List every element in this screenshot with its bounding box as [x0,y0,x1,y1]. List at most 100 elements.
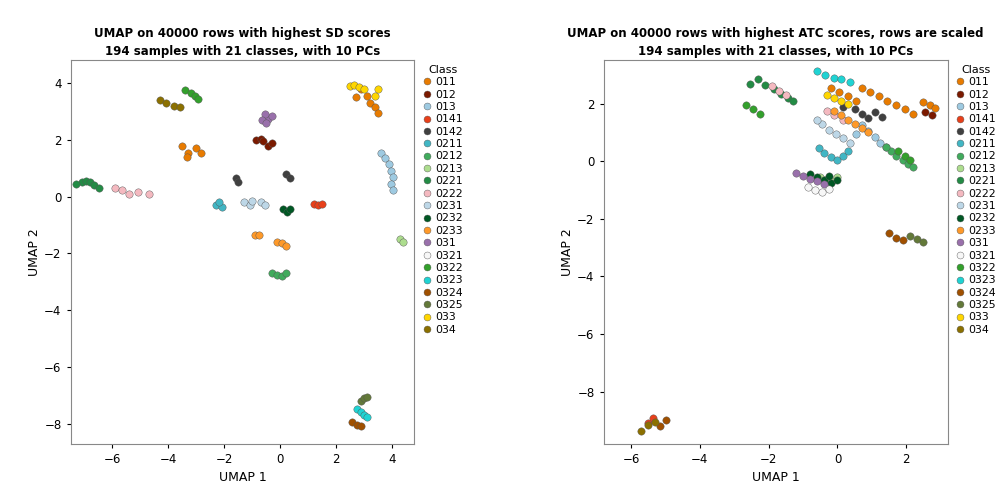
Point [817,176,834,184]
Point [166,102,182,110]
Point [359,92,375,100]
Point [874,112,890,120]
Legend: 011, 012, 013, 0141, 0142, 0211, 0212, 0213, 0221, 0222, 0231, 0232, 0233, 031, : 011, 012, 013, 0141, 0142, 0211, 0212, 0… [418,60,467,339]
Point [349,405,365,413]
Legend: 011, 012, 013, 0141, 0142, 0211, 0212, 0213, 0221, 0222, 0231, 0232, 0233, 031, : 011, 012, 013, 0141, 0142, 0211, 0212, 0… [951,60,1000,339]
Point [849,97,865,105]
X-axis label: UMAP 1: UMAP 1 [752,471,799,484]
Point [269,238,285,246]
Point [895,156,911,164]
Point [808,173,825,181]
Point [908,235,924,243]
X-axis label: UMAP 1: UMAP 1 [219,471,266,484]
Point [778,91,794,99]
Point [254,116,270,124]
Point [78,177,94,185]
Point [351,83,367,91]
Point [633,426,649,434]
Point [826,94,842,102]
Point [193,149,209,157]
Point [817,71,834,79]
Point [377,154,393,162]
Point [248,136,264,144]
Point [260,142,276,150]
Point [821,172,837,180]
Point [74,178,90,186]
Point [738,101,754,109]
Point [867,133,883,141]
Point [257,110,273,118]
Point [821,184,837,193]
Point [251,231,267,239]
Point [269,271,285,279]
Point [640,419,656,427]
Point [385,185,401,194]
Point [810,144,827,152]
Point [750,75,766,83]
Point [820,107,836,115]
Point [815,180,832,188]
Point [879,97,895,105]
Point [395,238,411,246]
Point [257,201,273,209]
Point [835,152,851,160]
Point [353,397,369,405]
Point [107,184,123,192]
Point [373,149,389,157]
Point [279,208,295,216]
Point [188,145,205,153]
Point [840,92,856,100]
Point [812,173,829,181]
Point [815,176,832,184]
Point [896,105,912,113]
Point [152,96,168,104]
Point [833,111,849,119]
Point [171,103,187,111]
Point [230,178,246,186]
Point [273,239,289,247]
Point [888,233,904,241]
Point [752,110,768,118]
Point [275,206,291,214]
Point [174,142,191,150]
Point [835,115,851,123]
Point [370,109,386,117]
Point [917,108,933,116]
Point [344,418,360,426]
Point [359,413,375,421]
Point [177,86,194,94]
Point [883,147,899,155]
Point [900,160,916,168]
Point [647,418,663,426]
Point [808,67,825,75]
Point [807,186,824,194]
Point [178,153,195,161]
Point [847,105,863,113]
Point [757,81,773,89]
Point [815,149,832,157]
Point [282,206,298,214]
Point [835,102,851,110]
Point [901,156,917,164]
Point [282,174,298,182]
Point [260,114,276,122]
Point [278,170,294,178]
Point [228,174,244,182]
Point [808,115,825,123]
Point [854,124,870,132]
Point [826,111,842,119]
Point [157,99,173,107]
Point [861,114,877,122]
Point [347,81,363,89]
Point [905,110,921,118]
Point [208,201,224,209]
Point [242,201,258,209]
Point [847,120,863,128]
Y-axis label: UMAP 2: UMAP 2 [561,228,575,276]
Point [179,149,196,157]
Point [826,107,842,115]
Point [905,163,921,171]
Point [121,190,137,198]
Point [895,236,911,244]
Point [114,185,130,194]
